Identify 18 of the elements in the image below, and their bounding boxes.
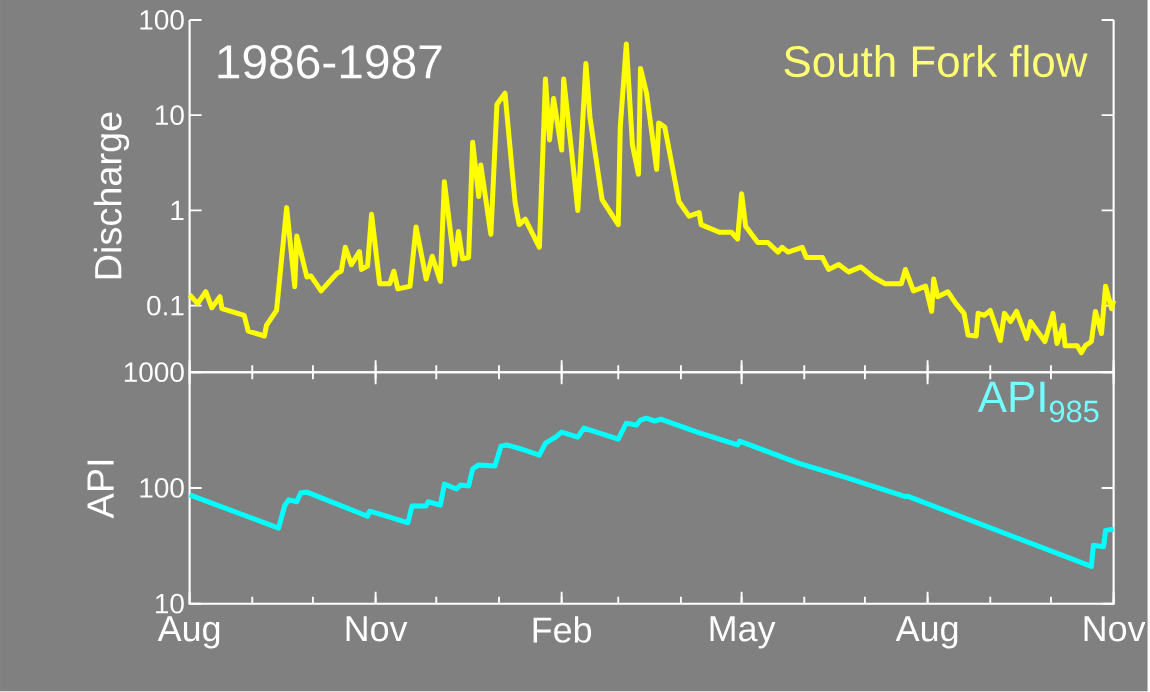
y-tick-label: 1000 xyxy=(124,362,184,383)
y-tick-label: 10 xyxy=(155,594,184,614)
x-tick-label: Feb xyxy=(533,616,592,644)
y-tick-label: 0.1 xyxy=(147,295,184,316)
y-axis-title: Discharge xyxy=(93,112,130,279)
y-tick-label: 1 xyxy=(171,201,184,221)
y-tick-label: 100 xyxy=(140,10,184,31)
annotation: 1986-1987 xyxy=(218,45,442,80)
text: API$_{985}$ xyxy=(977,381,1099,423)
x-tick-label: Nov xyxy=(346,616,408,642)
text: South Fork flow xyxy=(784,45,1088,78)
x-tick-label: Nov xyxy=(1084,616,1146,642)
x-tick-label: May xyxy=(710,616,776,649)
y-axis-title: API xyxy=(87,461,114,519)
y-tick-label: 10 xyxy=(155,105,184,126)
x-tick-label: Aug xyxy=(157,616,220,649)
x-tick-label: Aug xyxy=(895,616,958,649)
y-tick-label: 100 xyxy=(140,478,184,499)
